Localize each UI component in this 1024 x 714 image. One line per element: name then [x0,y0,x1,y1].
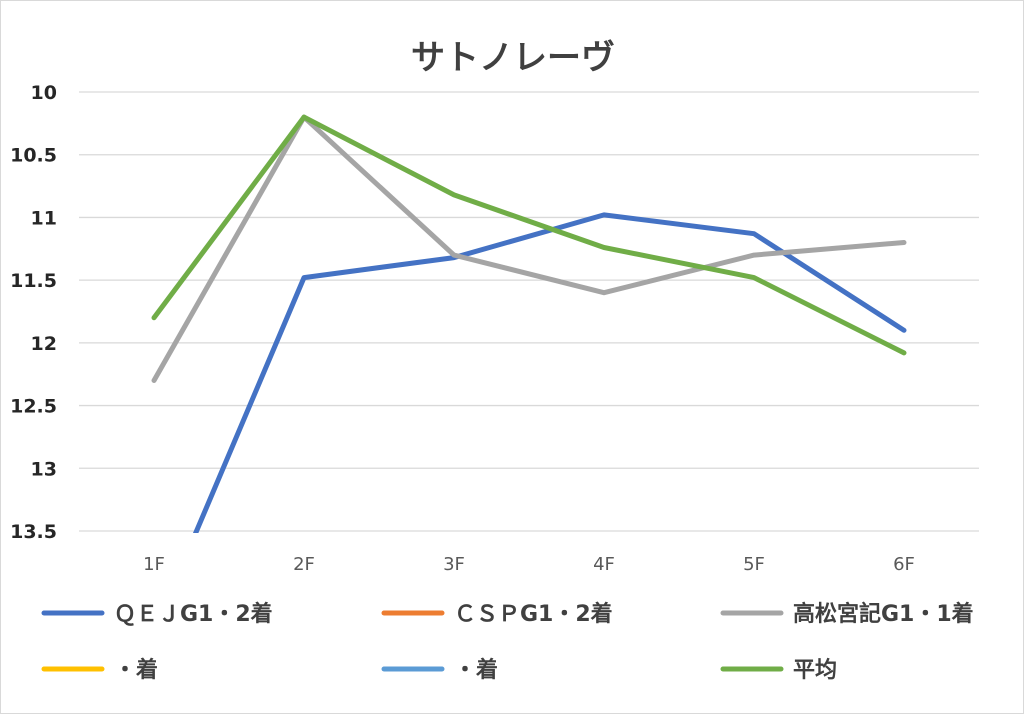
series-line-2 [151,114,907,383]
legend-label: ・着 [454,657,498,683]
x-tick-label: 6F [893,554,915,575]
gridlines [79,91,979,532]
y-axis-ticks: 10 10.5 11 11.5 12 12.5 13 13.5 [10,82,57,543]
y-tick-label: 12 [31,333,57,355]
y-tick-label: 10 [31,82,57,104]
y-tick-label: 13.5 [10,521,57,543]
x-tick-label: 4F [593,554,615,575]
x-tick-label: 5F [743,554,765,575]
y-tick-label: 13 [31,458,57,480]
legend-label: 高松宮記G1・1着 [793,601,974,627]
legend-label: ・着 [114,657,158,683]
legend-label: ＱＥＪG1・2着 [114,601,273,627]
x-axis-ticks: 1F 2F 3F 4F 5F 6F [143,554,915,575]
chart-title: サトノレーヴ [411,38,615,78]
series-line-0 [192,212,907,533]
x-tick-label: 3F [443,554,465,575]
y-tick-label: 10.5 [10,145,57,167]
y-tick-label: 11 [31,207,57,229]
series-line-5 [151,114,907,356]
y-tick-label: 12.5 [10,396,57,418]
legend: ＱＥＪG1・2着 ＣＳＰG1・2着 高松宮記G1・1着・着 ・着 平均 [41,601,974,683]
series-lines [151,114,907,533]
legend-label: ＣＳＰG1・2着 [454,601,613,627]
legend-label: 平均 [793,657,837,683]
y-tick-label: 11.5 [10,270,57,292]
x-tick-label: 2F [293,554,315,575]
x-tick-label: 1F [143,554,165,575]
